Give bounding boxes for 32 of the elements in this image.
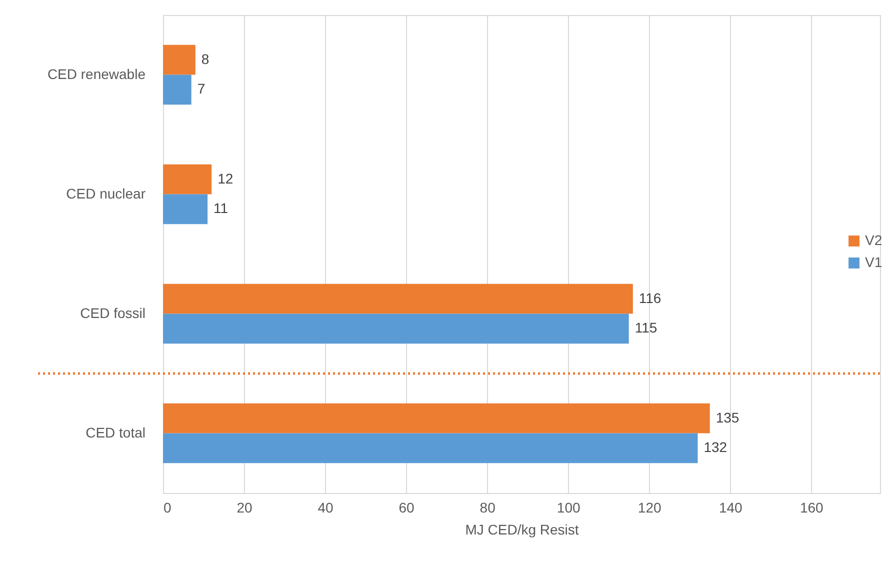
x-tick-label: 0 (164, 500, 172, 516)
x-tick-label: 60 (398, 500, 415, 516)
data-label: 116 (638, 290, 662, 306)
x-tick-label: 20 (236, 500, 253, 516)
data-label: 8 (201, 50, 210, 67)
bar (163, 403, 710, 434)
data-label: 12 (218, 170, 234, 186)
bar (163, 284, 633, 314)
data-label: 11 (214, 200, 228, 216)
bar (163, 44, 196, 75)
x-tick-label: 140 (718, 500, 743, 516)
y-tick-label: CED fossil (80, 304, 146, 321)
y-tick-label: CED nuclear (66, 185, 146, 202)
legend-label: V2 (865, 232, 882, 248)
bar (163, 194, 208, 224)
x-axis-title: MJ CED/kg Resist (465, 522, 579, 538)
data-label: 7 (197, 80, 206, 97)
legend-label: V1 (865, 254, 882, 270)
y-tick-label: CED renewable (47, 66, 146, 82)
x-tick-label: 120 (638, 500, 662, 516)
bar (163, 74, 192, 105)
bar (163, 433, 698, 464)
bar (163, 164, 212, 194)
x-tick-label: 100 (556, 500, 580, 516)
x-tick-label: 160 (800, 500, 824, 516)
y-tick-label: CED total (86, 424, 146, 440)
data-label: 135 (716, 409, 740, 426)
data-label: 115 (634, 320, 658, 336)
data-label: 132 (704, 439, 728, 456)
bar (163, 314, 629, 344)
x-tick-label: 80 (480, 500, 496, 516)
x-tick-label: 40 (318, 500, 334, 516)
